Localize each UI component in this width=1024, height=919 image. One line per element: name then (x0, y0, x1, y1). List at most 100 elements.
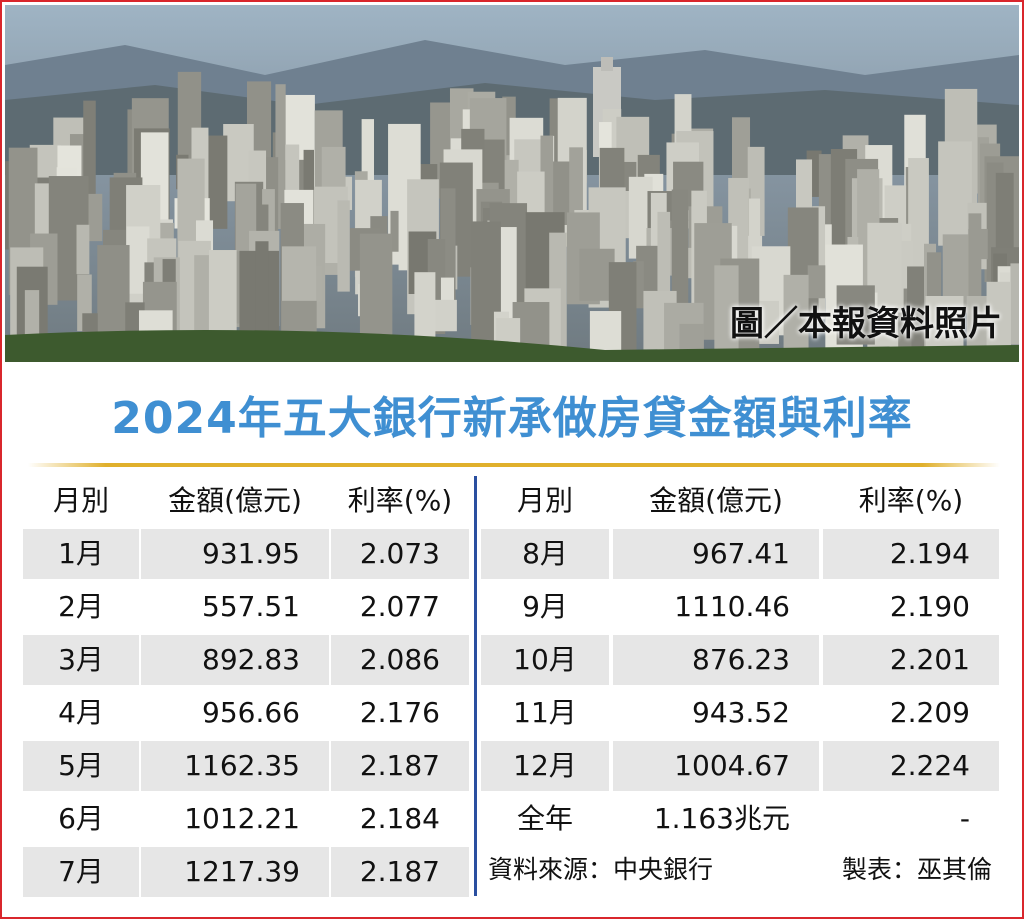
building (908, 158, 929, 269)
building (126, 226, 150, 294)
building (714, 265, 739, 362)
row-bg (481, 529, 609, 579)
row-bg (823, 688, 999, 738)
row-bg (481, 688, 609, 738)
table-cell: 2.201 (889, 643, 970, 676)
table-cell: 3月 (58, 643, 104, 676)
building (938, 141, 972, 246)
table-cell: 2.190 (889, 590, 970, 623)
row-bg (331, 741, 469, 791)
building (275, 84, 286, 229)
row-bg (23, 741, 139, 791)
table-cell: 2.086 (359, 643, 440, 676)
table-cell: 1.163兆元 (653, 802, 790, 835)
row-bg (141, 741, 329, 791)
building (579, 248, 615, 301)
row-bg (481, 794, 609, 844)
table-cell: 557.51 (202, 590, 300, 623)
building (87, 193, 103, 242)
row-bg (141, 529, 329, 579)
table-cell: 943.52 (692, 696, 790, 729)
row-bg (331, 688, 469, 738)
photo-credit: 圖／本報資料照片 (730, 304, 1002, 344)
table-cell: 8月 (522, 537, 568, 570)
row-bg (331, 582, 469, 632)
building (76, 224, 90, 275)
row-bg (823, 794, 999, 844)
row-bg (141, 794, 329, 844)
row-bg (141, 582, 329, 632)
table-cell: 10月 (513, 643, 577, 676)
divider (474, 476, 477, 896)
building (337, 200, 350, 292)
building (671, 189, 689, 325)
table-cell: 1月 (58, 537, 104, 570)
building (1010, 263, 1019, 345)
row-bg (141, 688, 329, 738)
row-bg (23, 847, 139, 897)
table-cell: 2.209 (889, 696, 970, 729)
row-bg (823, 582, 999, 632)
table-cell: - (959, 802, 970, 835)
row-bg (613, 529, 819, 579)
building (633, 261, 644, 309)
row-bg (23, 635, 139, 685)
table-cell: 1012.21 (184, 802, 300, 835)
building (207, 135, 228, 229)
row-bg (823, 635, 999, 685)
row-bg (481, 741, 609, 791)
header-cell: 月別 (516, 484, 573, 517)
table-cell: 12月 (513, 749, 577, 782)
city-photo (5, 5, 1019, 362)
row-bg (823, 741, 999, 791)
building (836, 285, 875, 345)
table-cell: 1217.39 (184, 855, 300, 888)
table-cell: 全年 (516, 802, 573, 835)
table-cell: 956.66 (202, 696, 300, 729)
building (783, 274, 809, 362)
table-cell: 2.184 (359, 802, 440, 835)
header-cell: 月別 (52, 484, 109, 517)
table-cell: 2.187 (359, 855, 440, 888)
row-bg (613, 688, 819, 738)
row-bg (331, 635, 469, 685)
table-cell: 9月 (522, 590, 568, 623)
table-cell: 2.077 (359, 590, 440, 623)
row-bg (331, 529, 469, 579)
building (549, 161, 570, 225)
row-bg (141, 635, 329, 685)
table-cell: 876.23 (692, 643, 790, 676)
row-bg (613, 794, 819, 844)
row-bg (331, 847, 469, 897)
table-cell: 2.176 (359, 696, 440, 729)
table-cell: 2.187 (359, 749, 440, 782)
row-bg (331, 794, 469, 844)
header-cell: 利率(%) (858, 484, 964, 517)
gold-rule (28, 463, 1000, 467)
row-bg (23, 529, 139, 579)
table-cell: 2.194 (889, 537, 970, 570)
row-bg (141, 847, 329, 897)
table-cell: 892.83 (202, 643, 300, 676)
header-cell: 金額(億元) (168, 484, 302, 517)
row-bg (613, 741, 819, 791)
title: 2024年五大銀行新承做房貸金額與利率 (111, 393, 913, 444)
table-cell: 5月 (58, 749, 104, 782)
building (925, 295, 964, 350)
table-cell: 2.224 (889, 749, 970, 782)
building (907, 266, 928, 353)
table-cell: 2.073 (359, 537, 440, 570)
table-cell: 967.41 (692, 537, 790, 570)
header-cell: 金額(億元) (649, 484, 783, 517)
row-bg (481, 582, 609, 632)
header-cell: 利率(%) (347, 484, 453, 517)
source: 資料來源：中央銀行 (488, 855, 714, 884)
table-cell: 1004.67 (674, 749, 790, 782)
table-cell: 11月 (513, 696, 577, 729)
row-bg (23, 582, 139, 632)
row-bg (613, 635, 819, 685)
table-cell: 931.95 (202, 537, 300, 570)
table-cell: 6月 (58, 802, 104, 835)
